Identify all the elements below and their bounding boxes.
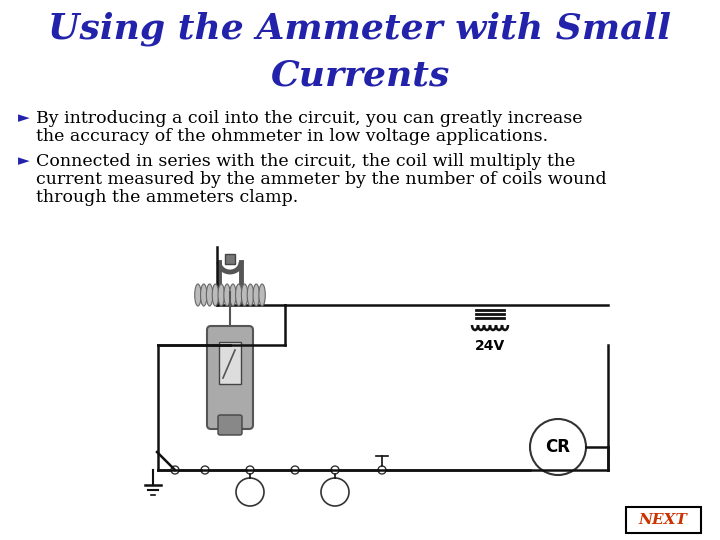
Ellipse shape bbox=[224, 284, 230, 306]
Ellipse shape bbox=[235, 284, 242, 306]
Ellipse shape bbox=[253, 284, 259, 306]
Text: Connected in series with the circuit, the coil will multiply the: Connected in series with the circuit, th… bbox=[36, 153, 575, 170]
Text: current measured by the ammeter by the number of coils wound: current measured by the ammeter by the n… bbox=[36, 171, 607, 188]
Text: through the ammeters clamp.: through the ammeters clamp. bbox=[36, 189, 298, 206]
Circle shape bbox=[331, 466, 339, 474]
Circle shape bbox=[530, 419, 586, 475]
Circle shape bbox=[201, 466, 209, 474]
Text: Currents: Currents bbox=[270, 58, 450, 92]
FancyBboxPatch shape bbox=[626, 507, 701, 533]
Text: Using the Ammeter with Small: Using the Ammeter with Small bbox=[48, 12, 672, 46]
Ellipse shape bbox=[241, 284, 248, 306]
Bar bbox=[219, 342, 241, 384]
Text: 24V: 24V bbox=[475, 339, 505, 353]
Ellipse shape bbox=[259, 284, 265, 306]
Bar bbox=[225, 254, 235, 264]
Circle shape bbox=[246, 466, 254, 474]
Ellipse shape bbox=[194, 284, 201, 306]
Circle shape bbox=[321, 478, 349, 506]
Text: CR: CR bbox=[546, 438, 570, 456]
Text: ►: ► bbox=[18, 153, 30, 168]
Ellipse shape bbox=[218, 284, 225, 306]
FancyBboxPatch shape bbox=[207, 326, 253, 429]
Circle shape bbox=[291, 466, 299, 474]
Ellipse shape bbox=[230, 284, 236, 306]
Circle shape bbox=[378, 466, 386, 474]
Ellipse shape bbox=[212, 284, 219, 306]
Ellipse shape bbox=[247, 284, 253, 306]
Ellipse shape bbox=[201, 284, 207, 306]
Circle shape bbox=[171, 466, 179, 474]
FancyBboxPatch shape bbox=[218, 415, 242, 435]
Text: the accuracy of the ohmmeter in low voltage applications.: the accuracy of the ohmmeter in low volt… bbox=[36, 128, 548, 145]
Text: ►: ► bbox=[18, 110, 30, 125]
Ellipse shape bbox=[207, 284, 213, 306]
Circle shape bbox=[236, 478, 264, 506]
Text: NEXT: NEXT bbox=[639, 513, 688, 527]
Text: By introducing a coil into the circuit, you can greatly increase: By introducing a coil into the circuit, … bbox=[36, 110, 582, 127]
